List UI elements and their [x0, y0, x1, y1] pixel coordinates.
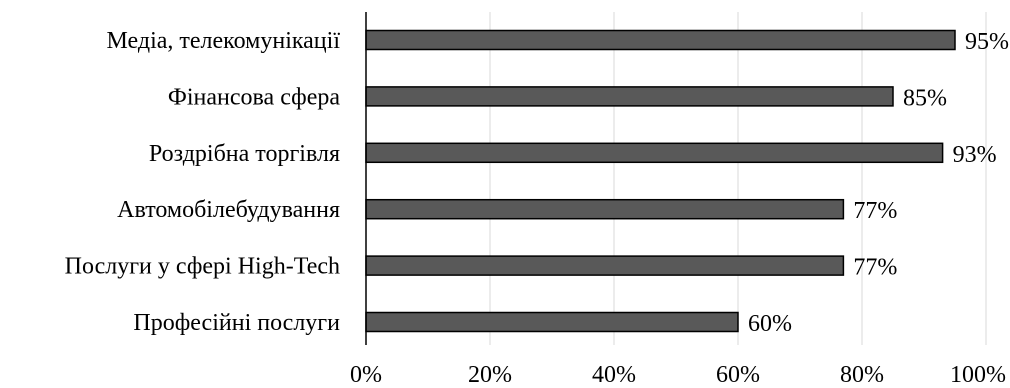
x-tick-label: 0% — [350, 362, 382, 388]
value-label: 95% — [965, 29, 1009, 55]
bar — [365, 29, 956, 51]
value-label: 77% — [853, 255, 897, 281]
category-label: Послуги у сфері High-Tech — [65, 254, 340, 280]
bars — [365, 29, 956, 333]
x-tick-label: 20% — [468, 362, 512, 388]
x-tick-label: 100% — [950, 362, 1006, 388]
bar — [365, 198, 845, 220]
category-label: Фінансова сфера — [168, 84, 340, 110]
value-label: 60% — [748, 311, 792, 337]
category-label: Автомобілебудування — [117, 197, 340, 223]
value-label: 85% — [903, 85, 947, 111]
bar — [365, 142, 944, 164]
bar — [365, 255, 845, 276]
x-tick-labels: 0% 20% 40% 60% 80% 100% — [350, 362, 1006, 388]
category-label: Роздрібна торгівля — [149, 141, 340, 167]
bar — [365, 311, 739, 333]
category-labels: Медіа, телекомунікації Фінансова сфера Роз… — [65, 28, 341, 336]
x-tick-label: 40% — [592, 362, 636, 388]
x-tick-label: 60% — [716, 362, 760, 388]
bar — [365, 86, 894, 107]
value-label: 93% — [953, 142, 997, 168]
category-label: Професійні послуги — [133, 310, 340, 336]
category-label: Медіа, телекомунікації — [107, 28, 341, 54]
value-label: 77% — [853, 198, 897, 224]
grid-lines — [489, 12, 987, 345]
value-labels: 95% 85% 93% 77% 77% 60% — [748, 29, 1009, 337]
x-tick-label: 80% — [840, 362, 884, 388]
